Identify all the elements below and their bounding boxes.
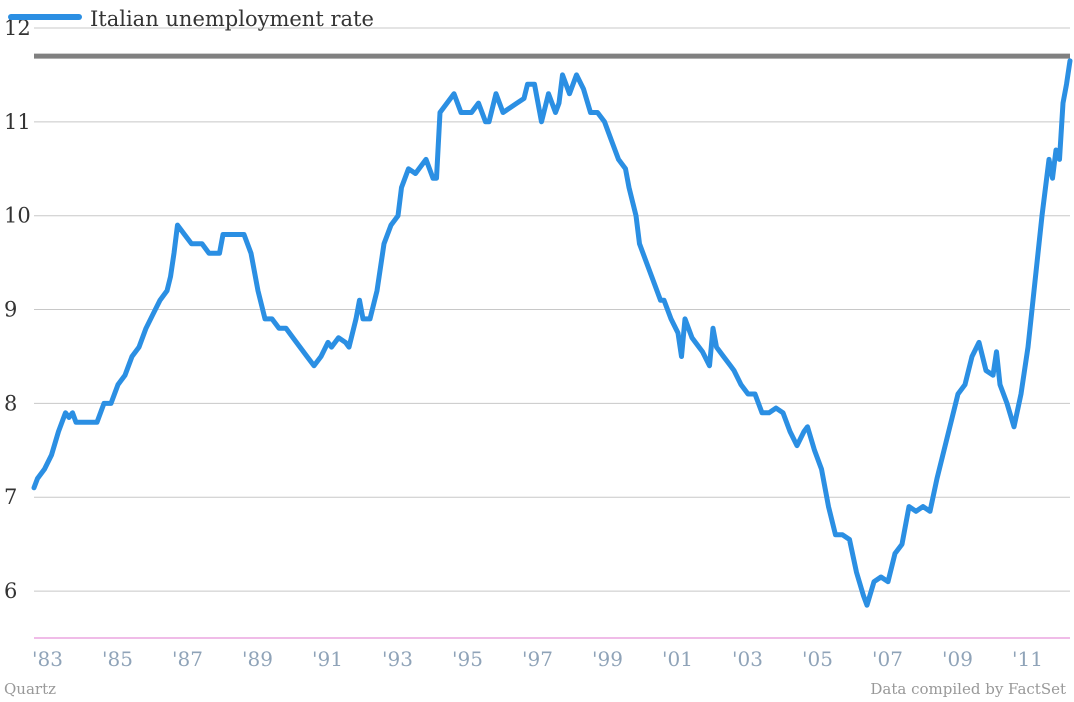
source-left: Quartz [4, 680, 56, 698]
legend: Italian unemployment rate [8, 7, 374, 31]
y-tick-label: 8 [4, 391, 17, 415]
gridlines [34, 27, 1070, 592]
x-tick-label: '05 [802, 647, 833, 671]
x-tick-label: '01 [662, 647, 693, 671]
source-right: Data compiled by FactSet [870, 680, 1066, 698]
x-tick-label: '97 [522, 647, 553, 671]
y-tick-label: 9 [4, 298, 17, 322]
y-tick-label: 6 [4, 579, 17, 603]
legend-label: Italian unemployment rate [90, 7, 374, 31]
x-tick-label: '03 [732, 647, 763, 671]
x-tick-label: '91 [312, 647, 343, 671]
legend-swatch [8, 14, 82, 20]
x-tick-label: '99 [592, 647, 623, 671]
x-tick-label: '93 [382, 647, 413, 671]
x-tick-label: '87 [172, 647, 203, 671]
y-tick-label: 10 [4, 204, 31, 228]
x-axis: '83 '85 '87 '89 '91 '93 '95 '97 '99 '01 '03 '05 '07 '… [32, 647, 1043, 671]
x-tick-label: '11 [1012, 647, 1043, 671]
x-tick-label: '83 [32, 647, 63, 671]
x-tick-label: '89 [242, 647, 273, 671]
x-tick-label: '95 [452, 647, 483, 671]
x-tick-label: '85 [102, 647, 133, 671]
y-tick-label: 11 [4, 110, 31, 134]
series-line-unemployment [31, 58, 1073, 608]
y-tick-label: 7 [4, 485, 17, 509]
x-tick-label: '09 [942, 647, 973, 671]
x-tick-label: '07 [872, 647, 903, 671]
